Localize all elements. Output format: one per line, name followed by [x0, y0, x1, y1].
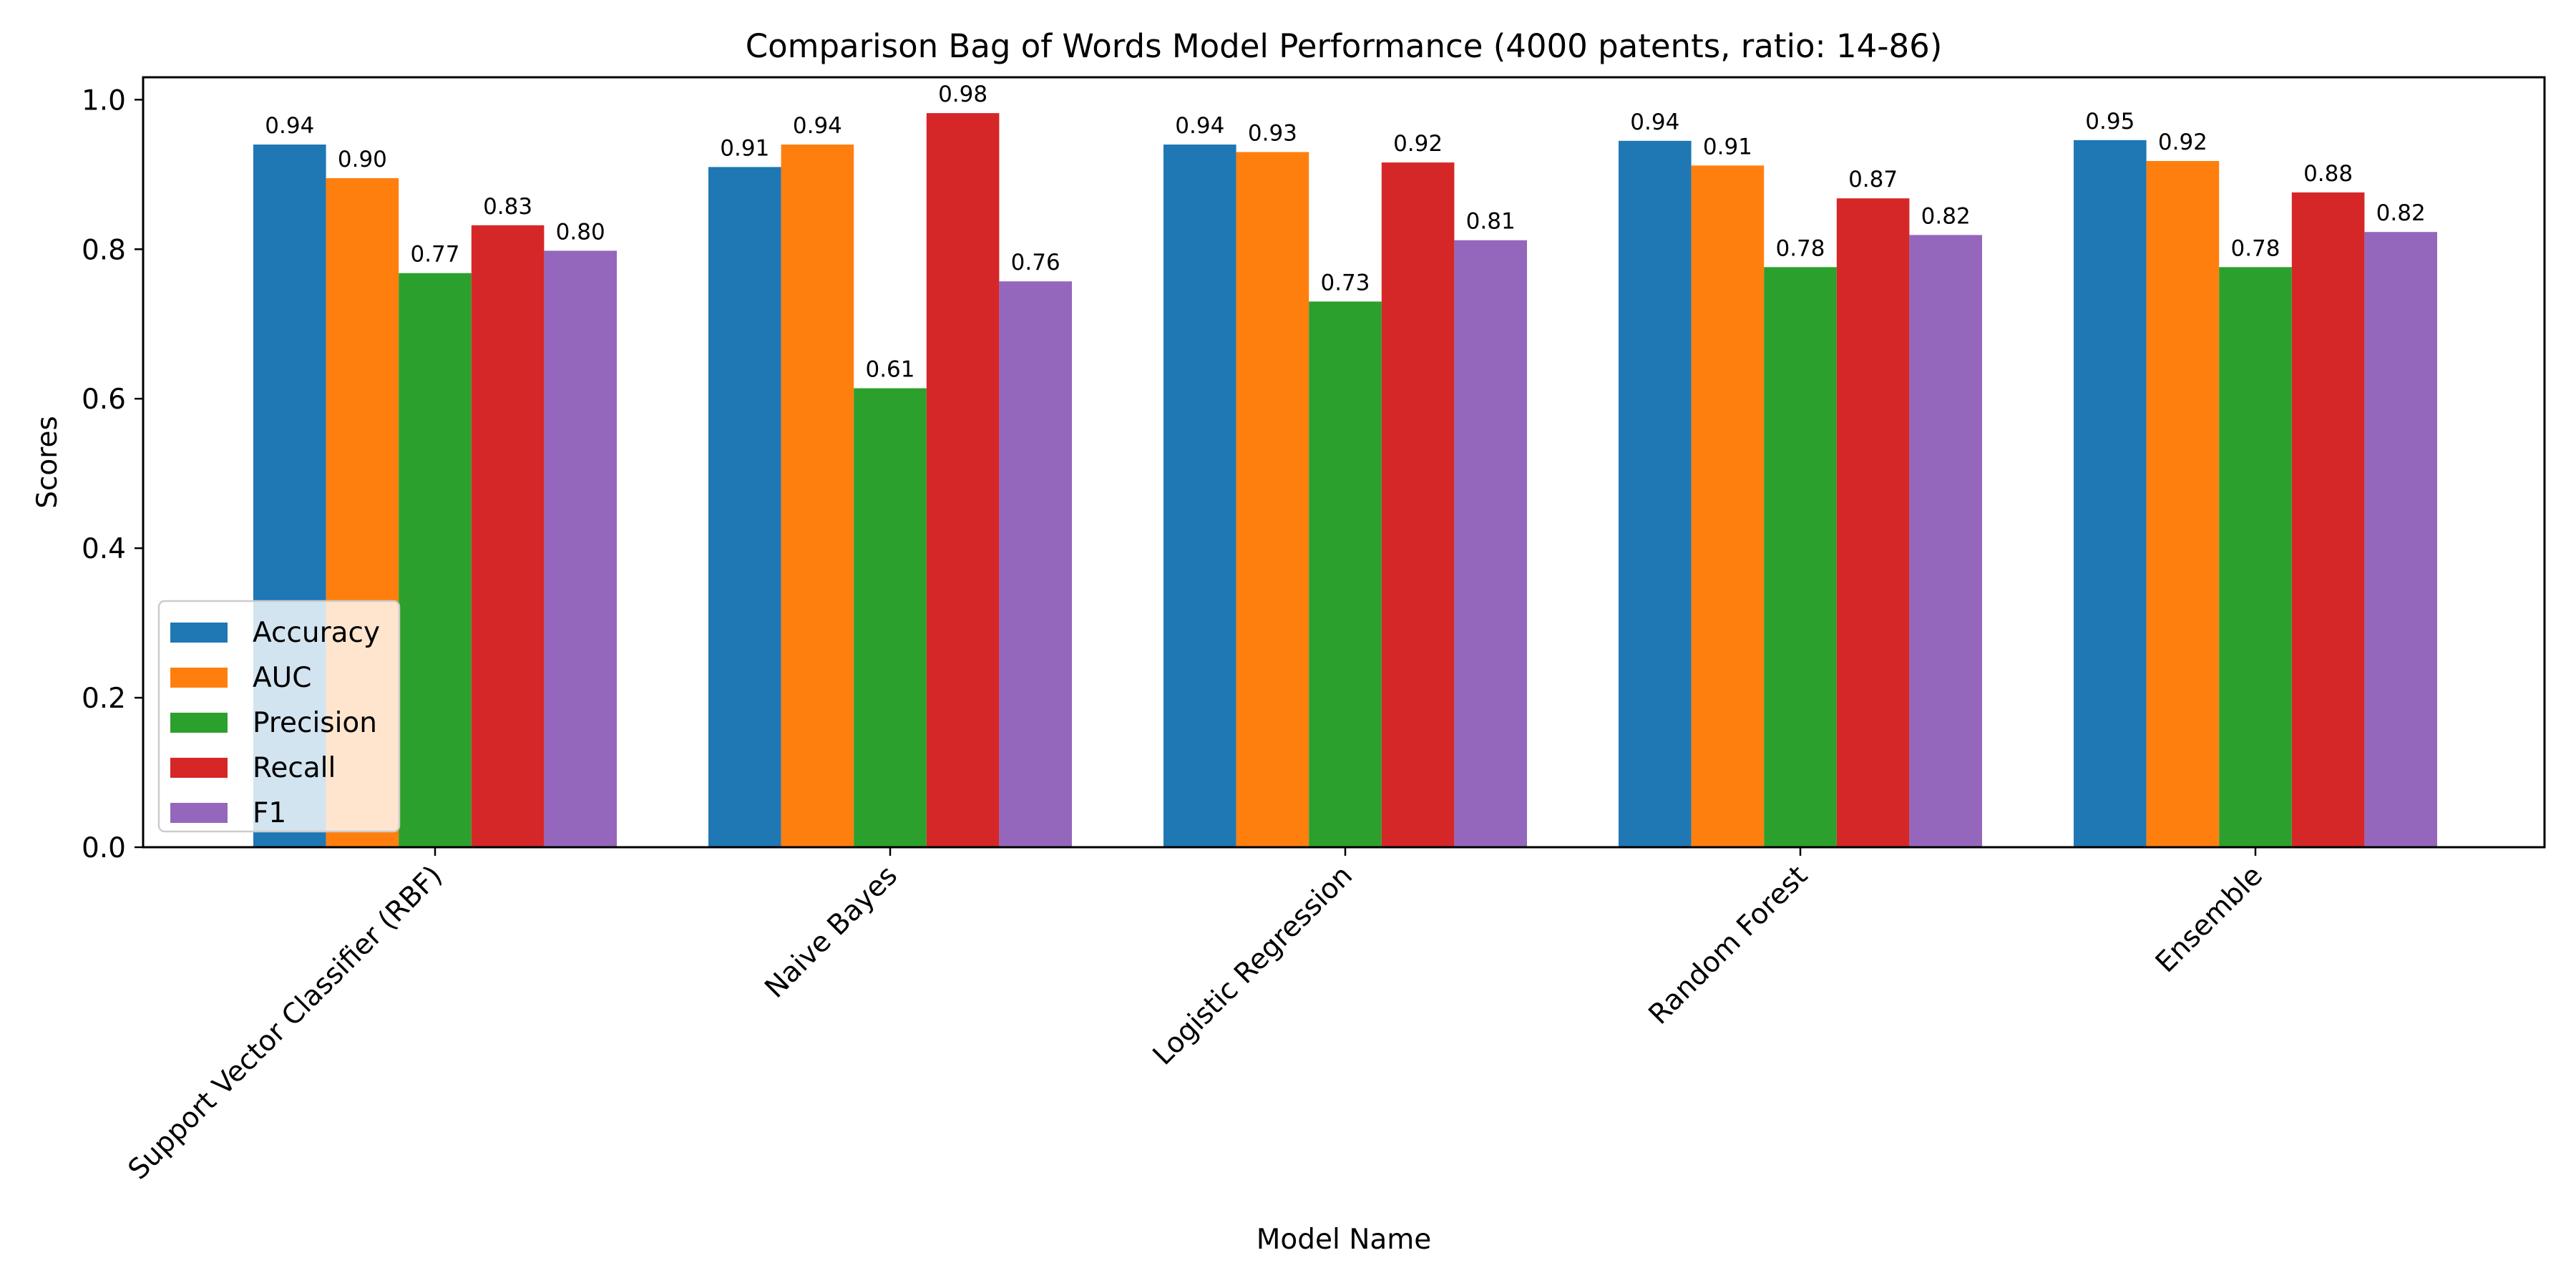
data-label: 0.83 [483, 194, 532, 220]
bar-recall-3 [1837, 198, 1910, 847]
bar-precision-3 [1764, 267, 1837, 847]
data-label: 0.78 [1775, 235, 1825, 261]
x-tick-label: Naive Bayes [759, 859, 904, 1005]
x-axis: Support Vector Classifier (RBF) Naive Bay… [122, 847, 2269, 1186]
data-label: 0.73 [1320, 270, 1370, 296]
y-tick-label: 0.4 [82, 533, 126, 565]
data-label: 0.78 [2230, 235, 2280, 261]
legend-swatch-precision [170, 713, 228, 733]
y-tick-label: 0.8 [82, 234, 126, 266]
data-label: 0.90 [338, 147, 387, 172]
x-axis-label: Model Name [1257, 1224, 1432, 1256]
data-label: 0.77 [410, 242, 459, 268]
x-tick-label: Logistic Regression [1147, 859, 1359, 1071]
data-label: 0.91 [1703, 134, 1752, 160]
bar-recall-0 [472, 225, 545, 847]
data-label: 0.94 [1175, 113, 1224, 139]
data-label: 0.98 [938, 82, 987, 107]
bar-recall-1 [927, 113, 1000, 847]
bar-auc-4 [2147, 161, 2220, 847]
bar-f1-0 [544, 250, 617, 847]
legend-label-accuracy: Accuracy [253, 617, 380, 649]
legend: Accuracy AUC Precision Recall F1 [159, 601, 399, 831]
legend-label-f1: F1 [253, 797, 286, 829]
data-label: 0.95 [2085, 109, 2135, 135]
bar-precision-2 [1309, 301, 1382, 847]
x-tick-label: Ensemble [2150, 859, 2269, 979]
legend-swatch-recall [170, 758, 228, 778]
data-label: 0.87 [1848, 167, 1898, 192]
y-axis-label: Scores [31, 416, 64, 509]
data-label: 0.80 [556, 219, 605, 245]
data-label: 0.82 [1921, 203, 1971, 229]
x-tick-label: Support Vector Classifier (RBF) [122, 859, 449, 1186]
legend-label-recall: Recall [253, 752, 336, 784]
bar-f1-4 [2364, 232, 2437, 847]
data-label: 0.94 [1630, 109, 1679, 135]
y-tick-label: 0.6 [82, 384, 126, 416]
data-label: 0.93 [1248, 121, 1297, 147]
bar-f1-2 [1454, 240, 1527, 847]
y-tick-label: 0.2 [82, 683, 126, 715]
data-label: 0.76 [1011, 250, 1060, 275]
bar-accuracy-2 [1163, 145, 1236, 847]
data-label: 0.82 [2376, 200, 2426, 226]
bar-precision-1 [854, 389, 927, 847]
bar-f1-1 [999, 281, 1072, 847]
data-label: 0.92 [2158, 130, 2207, 155]
data-label: 0.91 [720, 135, 769, 161]
bar-recall-4 [2292, 192, 2365, 847]
legend-label-precision: Precision [253, 707, 377, 739]
y-tick-label: 1.0 [82, 84, 126, 117]
y-axis: 0.0 0.2 0.4 0.6 0.8 1.0 [82, 84, 143, 864]
bar-f1-3 [1909, 235, 1982, 847]
bar-accuracy-3 [1619, 141, 1692, 847]
data-label: 0.61 [865, 357, 914, 383]
legend-swatch-f1 [170, 803, 228, 823]
data-label: 0.94 [793, 113, 842, 139]
legend-swatch-auc [170, 668, 228, 688]
data-label: 0.94 [265, 113, 314, 139]
bar-precision-0 [399, 273, 472, 847]
bar-recall-2 [1382, 162, 1455, 847]
bar-accuracy-4 [2074, 140, 2147, 847]
data-label: 0.88 [2303, 161, 2353, 187]
legend-label-auc: AUC [253, 662, 311, 694]
legend-swatch-accuracy [170, 623, 228, 643]
bar-accuracy-1 [708, 167, 781, 847]
bar-auc-1 [781, 145, 854, 847]
chart-title: Comparison Bag of Words Model Performanc… [746, 27, 1943, 65]
data-label: 0.92 [1393, 131, 1443, 157]
y-tick-label: 0.0 [82, 832, 126, 864]
data-label: 0.81 [1466, 209, 1516, 235]
bar-precision-4 [2219, 267, 2292, 847]
bar-auc-3 [1692, 165, 1765, 847]
bar-auc-2 [1236, 152, 1309, 848]
x-tick-label: Random Forest [1643, 859, 1814, 1030]
